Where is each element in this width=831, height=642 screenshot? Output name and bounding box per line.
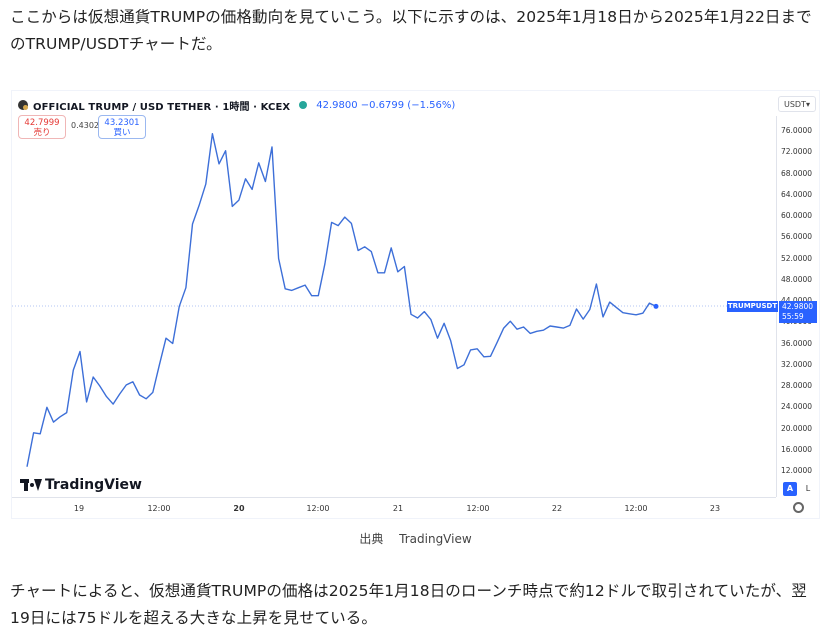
spread-value: 0.4302	[71, 121, 99, 130]
price-tick-label: 20.0000	[781, 423, 813, 433]
time-tick-label: 12:00	[624, 504, 648, 513]
price-tick-label: 76.0000	[781, 126, 813, 135]
market-status-icon	[299, 101, 308, 109]
time-tick-label: 20	[233, 504, 245, 513]
caption-label: 出典	[359, 532, 384, 546]
price-tick-label: 16.0000	[781, 444, 813, 454]
price-tick-label: 24.0000	[781, 402, 813, 412]
gear-icon[interactable]	[793, 502, 804, 513]
symbol-logo-icon	[18, 100, 28, 110]
currency-selector[interactable]: USDT ▾	[778, 96, 816, 112]
tradingview-chart-widget[interactable]: OFFICIAL TRUMP / USD TETHER · 1時間 · KCEX…	[11, 90, 820, 519]
chart-caption: 出典 TradingView	[0, 530, 831, 547]
last-quote: 42.9800 −0.6799 (−1.56%)	[316, 99, 456, 111]
tradingview-logo-icon	[20, 479, 42, 491]
chevron-down-icon: ▾	[805, 99, 810, 109]
price-chart-plot[interactable]	[12, 91, 776, 497]
symbol-title[interactable]: OFFICIAL TRUMP / USD TETHER · 1時間 · KCEX	[33, 101, 291, 113]
price-tick-label: 56.0000	[781, 232, 813, 242]
price-tick-label: 32.0000	[781, 359, 813, 369]
time-tick-label: 12:00	[466, 504, 490, 513]
sell-price: 42.7999	[24, 118, 60, 128]
price-tick-label: 68.0000	[781, 168, 813, 178]
price-tag-symbol: TRUMPUSDT	[727, 301, 778, 312]
price-tick-label: 36.0000	[781, 338, 813, 348]
price-tag-value: 42.9800	[782, 302, 814, 311]
price-tick-label: 28.0000	[781, 381, 813, 390]
price-tag-countdown: 55:59	[782, 312, 804, 321]
price-series-line	[26, 133, 657, 467]
last-price-dot	[653, 303, 659, 309]
time-tick-label: 19	[73, 504, 85, 513]
currency-label: USDT	[784, 99, 806, 109]
time-tick-label: 21	[392, 504, 404, 513]
chart-header: OFFICIAL TRUMP / USD TETHER · 1時間 · KCEX…	[18, 96, 455, 114]
time-tick-label: 12:00	[147, 504, 171, 513]
outro-paragraph: チャートによると、仮想通貨TRUMPの価格は2025年1月18日のローンチ時点で…	[10, 582, 807, 627]
buy-label: 買い	[113, 128, 131, 138]
price-tick-label: 72.0000	[781, 147, 813, 157]
price-tick-label: 44.0000	[781, 296, 812, 305]
price-tick-label: 48.0000	[781, 274, 813, 284]
logo-text: TradingView	[45, 477, 142, 493]
time-axis[interactable]: 19 12:00 20 12:00 21 12:00 22 12:00 23	[12, 497, 776, 519]
time-tick-label: 22	[551, 504, 563, 513]
price-tick-label: 52.0000	[781, 253, 813, 263]
sell-label: 売り	[33, 128, 51, 138]
log-scale-button[interactable]: L	[805, 484, 811, 493]
price-tick-label: 60.0000	[781, 211, 813, 220]
price-tick-label: 12.0000	[781, 466, 813, 475]
tradingview-logo[interactable]: TradingView	[20, 477, 142, 493]
time-tick-label: 12:00	[306, 504, 330, 513]
price-tick-label: 64.0000	[781, 189, 813, 199]
intro-paragraph: ここからは仮想通貨TRUMPの価格動向を見ていこう。以下に示すのは、2025年1…	[10, 8, 812, 53]
buy-button[interactable]: 43.2301 買い	[98, 115, 146, 139]
buy-price: 43.2301	[104, 118, 140, 128]
auto-scale-button[interactable]: A	[783, 482, 797, 496]
time-tick-label: 23	[709, 504, 721, 513]
sell-button[interactable]: 42.7999 売り	[18, 115, 66, 139]
price-tag-box: 42.9800 55:59	[779, 301, 817, 323]
caption-source: TradingView	[399, 532, 472, 546]
